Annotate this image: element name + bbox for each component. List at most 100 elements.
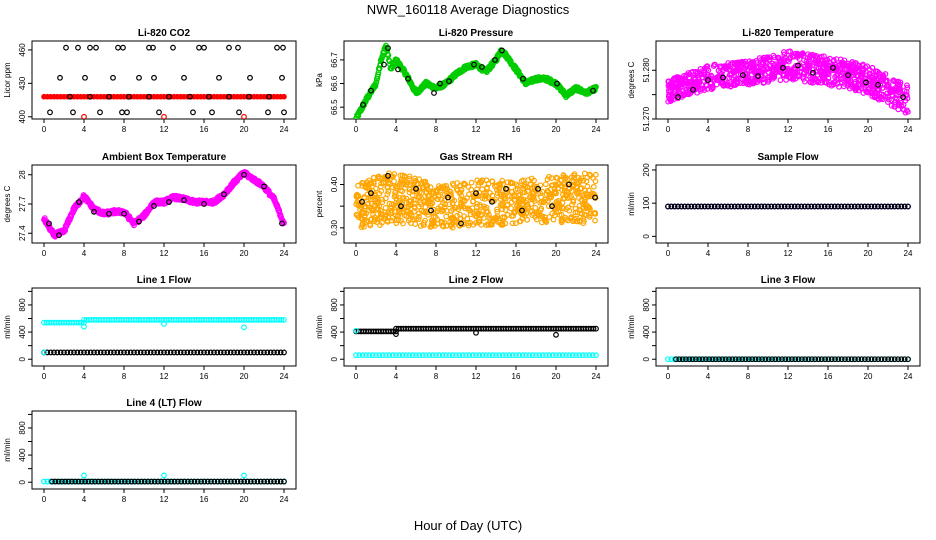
data-point: [752, 356, 759, 363]
data-point: [370, 211, 376, 218]
data-point: [721, 203, 728, 210]
data-point: [471, 61, 477, 68]
y-axis-label: ml/min: [315, 315, 324, 339]
data-point: [555, 208, 562, 215]
data-point: [473, 329, 479, 336]
data-point: [479, 186, 486, 193]
data-point: [267, 349, 274, 356]
data-point: [479, 352, 486, 359]
data-point: [67, 349, 74, 356]
data-point: [820, 75, 827, 81]
data-point: [214, 349, 221, 356]
data-point: [671, 203, 678, 210]
data-point: [393, 331, 399, 338]
data-point: [465, 206, 472, 213]
panel-title: Line 1 Flow: [137, 275, 192, 286]
data-point: [845, 356, 852, 363]
data-point: [796, 56, 803, 63]
data-point: [720, 74, 726, 81]
data-point: [360, 101, 366, 108]
data-point: [855, 203, 861, 210]
data-point: [569, 201, 575, 208]
data-point: [264, 478, 271, 485]
plot-frame: [655, 287, 921, 367]
data-point: [727, 81, 734, 88]
data-point: [246, 93, 252, 100]
data-point: [131, 349, 137, 356]
data-point: [209, 109, 215, 116]
data-point: [431, 194, 438, 201]
data-point: [428, 207, 434, 214]
data-point: [558, 218, 565, 224]
data-layer: [353, 170, 599, 231]
y-tick-label: 460: [18, 43, 27, 57]
data-point: [187, 93, 193, 100]
data-point: [400, 220, 406, 227]
data-point: [385, 172, 391, 179]
data-point: [93, 44, 99, 51]
data-point: [697, 66, 704, 72]
data-point: [553, 331, 559, 338]
data-point: [675, 74, 682, 81]
data-point: [548, 175, 555, 181]
data-point: [374, 196, 381, 203]
data-point: [151, 74, 157, 81]
data-point: [549, 352, 556, 359]
data-point: [355, 182, 361, 189]
data-point: [378, 180, 385, 187]
data-point: [755, 73, 761, 79]
data-point: [194, 478, 201, 485]
x-tick-label: 8: [122, 249, 127, 258]
data-point: [563, 174, 569, 181]
data-point: [810, 69, 816, 76]
data-point: [901, 203, 908, 210]
data-point: [382, 215, 389, 222]
data-point: [82, 74, 88, 81]
data-point: [494, 208, 501, 215]
data-point: [412, 221, 419, 227]
data-point: [126, 93, 132, 100]
data-layer: [41, 44, 287, 119]
data-point: [281, 316, 287, 323]
data-point: [775, 55, 781, 61]
data-point: [91, 349, 97, 356]
data-point: [685, 203, 691, 210]
data-point: [808, 356, 815, 363]
data-point: [590, 175, 596, 181]
x-tick-label: 20: [240, 495, 249, 504]
data-point: [161, 321, 167, 327]
data-point: [840, 61, 847, 67]
panel-6: Line 1 Flow ml/min 0 4 8 12 16 20 24 0 400 800: [3, 275, 297, 381]
data-point: [729, 356, 736, 363]
data-point: [483, 177, 490, 184]
data-point: [426, 352, 433, 359]
data-point: [181, 478, 188, 485]
data-point: [545, 197, 551, 204]
data-point: [393, 220, 400, 227]
x-tick-label: 12: [784, 125, 793, 134]
data-point: [459, 352, 466, 359]
data-point: [94, 349, 101, 356]
panel-title: Line 3 Flow: [761, 275, 816, 286]
data-point: [675, 203, 681, 210]
data-point: [532, 204, 539, 211]
data-point: [702, 356, 709, 363]
data-point: [855, 67, 862, 74]
data-point: [549, 210, 556, 217]
x-tick-label: 16: [824, 372, 833, 381]
data-point: [566, 181, 572, 188]
data-point: [708, 86, 715, 93]
x-tick-label: 8: [434, 372, 439, 381]
data-point: [489, 198, 495, 205]
data-point: [665, 203, 671, 210]
data-point: [593, 83, 599, 90]
data-point: [512, 220, 519, 227]
data-point: [558, 211, 565, 218]
data-point: [47, 349, 54, 356]
data-point: [893, 86, 900, 92]
data-point: [686, 74, 693, 81]
data-point: [145, 478, 152, 485]
data-point: [525, 187, 531, 194]
panel-title: Ambient Box Temperature: [102, 152, 227, 163]
data-point: [409, 352, 416, 359]
